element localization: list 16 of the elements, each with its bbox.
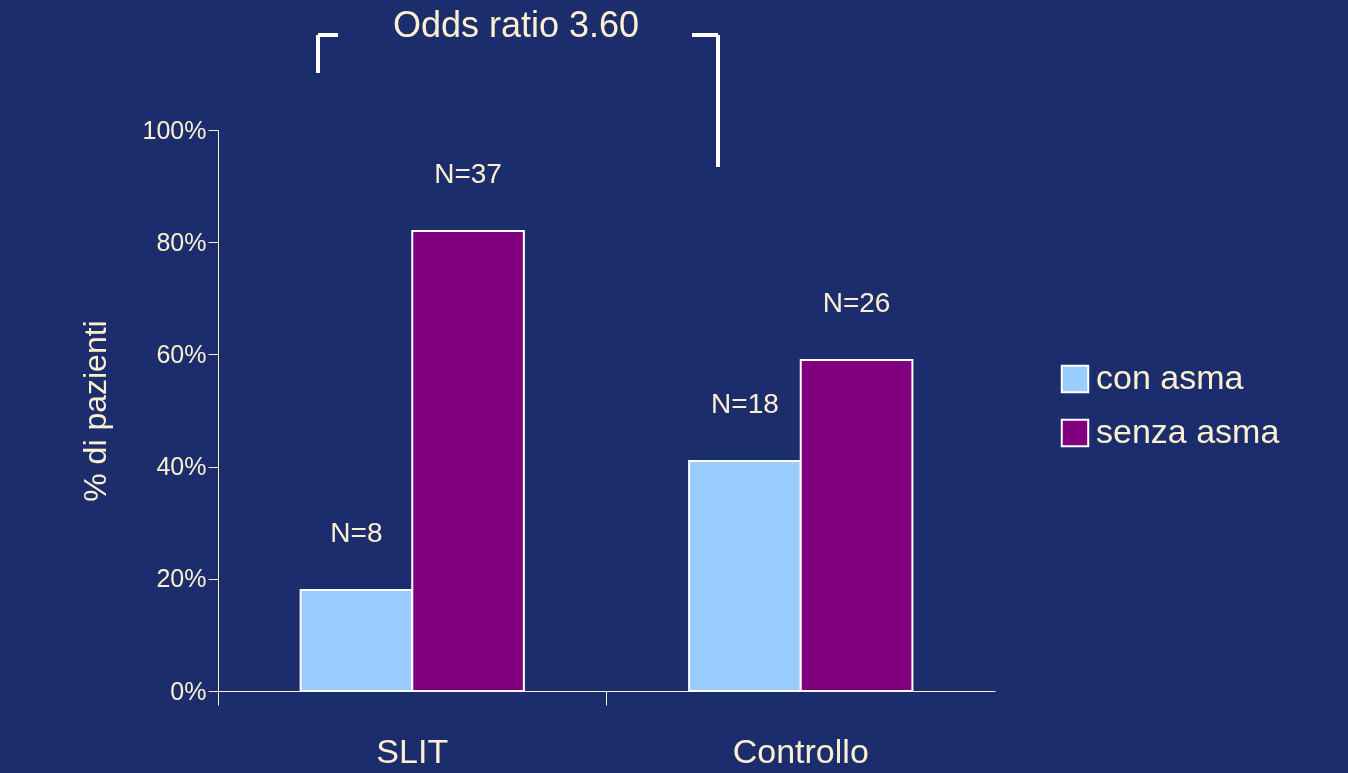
annotation: N=18	[711, 387, 779, 419]
annotation: N=8	[330, 517, 383, 549]
x-tick-label: SLIT	[376, 731, 449, 770]
text: Odds ratio 3.60	[392, 4, 640, 45]
y-axis-title: % di pazienti	[76, 320, 113, 502]
annotation: N=37	[434, 157, 502, 189]
y-tick-label: 20%	[156, 564, 207, 593]
y-tick-label: 100%	[142, 115, 207, 144]
y-tick-label: 40%	[156, 452, 207, 481]
annotation: N=26	[822, 287, 891, 319]
x-tick-label: Controllo	[732, 731, 869, 770]
y-tick-label: 0%	[170, 676, 207, 705]
legend-label: senza asma	[1096, 412, 1280, 450]
legend-label: con asma	[1096, 358, 1244, 396]
y-tick-label: 60%	[156, 339, 207, 368]
y-tick-label: 80%	[156, 227, 207, 256]
